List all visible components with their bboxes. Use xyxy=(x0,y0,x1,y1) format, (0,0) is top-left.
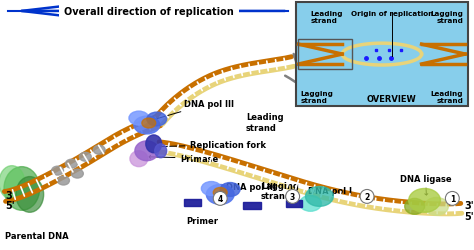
Ellipse shape xyxy=(147,113,167,126)
Bar xyxy=(286,200,301,207)
Circle shape xyxy=(360,190,374,203)
Ellipse shape xyxy=(79,153,91,162)
Bar xyxy=(243,202,261,209)
Ellipse shape xyxy=(52,166,64,175)
Ellipse shape xyxy=(134,116,160,134)
Ellipse shape xyxy=(93,146,105,155)
Ellipse shape xyxy=(130,151,148,167)
Text: DNA pol I: DNA pol I xyxy=(308,187,352,196)
Circle shape xyxy=(213,192,227,205)
Text: 3': 3' xyxy=(5,191,15,200)
Text: Leading
strand: Leading strand xyxy=(431,91,463,104)
Ellipse shape xyxy=(155,144,167,158)
Ellipse shape xyxy=(201,182,221,196)
Ellipse shape xyxy=(0,166,25,200)
Ellipse shape xyxy=(409,189,440,212)
FancyBboxPatch shape xyxy=(296,3,468,107)
Text: DNA pol III: DNA pol III xyxy=(226,182,276,191)
Ellipse shape xyxy=(306,187,333,206)
Ellipse shape xyxy=(129,112,149,126)
Text: Primase: Primase xyxy=(149,154,219,163)
Text: Lagging
strand: Lagging strand xyxy=(301,91,333,104)
Ellipse shape xyxy=(213,188,227,198)
Text: 3: 3 xyxy=(290,192,295,201)
Ellipse shape xyxy=(57,176,69,185)
Ellipse shape xyxy=(142,118,156,128)
Text: DNA pol III: DNA pol III xyxy=(152,100,234,122)
Text: 5': 5' xyxy=(5,200,15,210)
Text: Origin of replication: Origin of replication xyxy=(351,11,433,17)
Circle shape xyxy=(286,190,300,203)
Text: 4: 4 xyxy=(218,194,223,203)
Text: Parental DNA: Parental DNA xyxy=(5,231,69,240)
Ellipse shape xyxy=(146,135,162,153)
Circle shape xyxy=(446,192,459,205)
Text: Lagging
strand: Lagging strand xyxy=(261,181,299,200)
Ellipse shape xyxy=(220,183,240,197)
Ellipse shape xyxy=(425,198,448,216)
Text: Leading
strand: Leading strand xyxy=(246,113,283,132)
Ellipse shape xyxy=(65,160,77,168)
Text: 5': 5' xyxy=(464,212,474,221)
Text: 2: 2 xyxy=(365,192,370,201)
Bar xyxy=(183,200,201,206)
Ellipse shape xyxy=(300,196,321,212)
Text: DNA ligase: DNA ligase xyxy=(400,174,451,195)
Ellipse shape xyxy=(405,198,425,214)
Text: OVERVIEW: OVERVIEW xyxy=(367,95,417,104)
Text: Replication fork: Replication fork xyxy=(159,140,266,149)
Ellipse shape xyxy=(4,167,40,210)
Bar xyxy=(298,40,352,70)
Text: 1: 1 xyxy=(450,194,455,203)
Text: Overall direction of replication: Overall direction of replication xyxy=(64,7,234,17)
Text: Lagging
strand: Lagging strand xyxy=(430,11,463,24)
Ellipse shape xyxy=(206,185,234,204)
Ellipse shape xyxy=(135,141,159,161)
Ellipse shape xyxy=(16,177,44,212)
Text: Primer: Primer xyxy=(186,216,219,225)
Ellipse shape xyxy=(72,170,83,178)
Text: 3': 3' xyxy=(464,200,474,210)
Text: Leading
strand: Leading strand xyxy=(310,11,343,24)
